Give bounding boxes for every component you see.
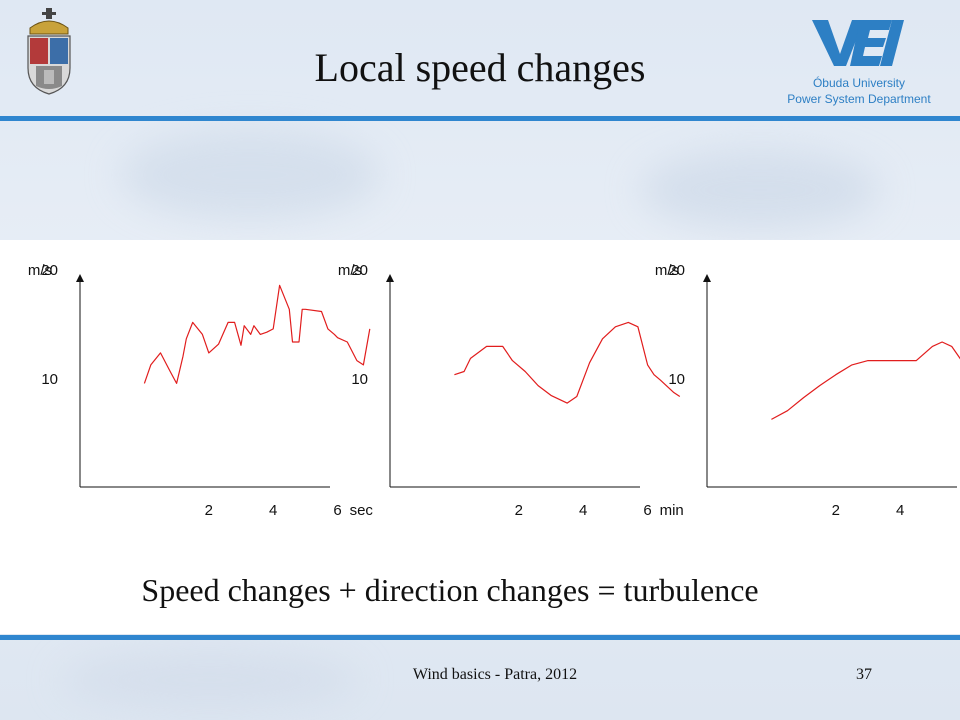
wind-speed-series-line xyxy=(454,321,681,404)
x-axis-unit-label: min xyxy=(660,502,684,519)
x-tick-label: 6 xyxy=(333,502,341,519)
caption-band xyxy=(0,568,960,634)
background-cloud xyxy=(120,130,380,220)
slide-footer: Wind basics - Patra, 2012 xyxy=(412,666,578,683)
department-name: Power System Department xyxy=(787,92,931,106)
x-tick-label: 6 xyxy=(643,502,651,519)
veh-logo-icon xyxy=(812,20,904,66)
x-tick-label: 2 xyxy=(515,502,523,519)
y-tick-label: 20 xyxy=(351,262,368,279)
background-cloud xyxy=(640,150,880,230)
y-tick-label: 20 xyxy=(41,262,58,279)
y-tick-label: 10 xyxy=(668,371,685,388)
x-axis-unit-label: sec xyxy=(350,502,374,519)
y-axis-unit-label: m/s xyxy=(338,262,362,279)
slide-title: Local speed changes xyxy=(314,45,646,90)
x-tick-label: 4 xyxy=(269,502,277,519)
university-name: Óbuda University xyxy=(812,76,906,90)
x-tick-label: 2 xyxy=(832,502,840,519)
y-tick-label: 10 xyxy=(351,371,368,388)
x-tick-label: 4 xyxy=(896,502,904,519)
y-axis-arrow xyxy=(76,274,84,282)
top-divider xyxy=(0,116,960,121)
university-crest-logo xyxy=(27,8,71,95)
department-logo: Óbuda University Power System Department xyxy=(772,14,946,110)
y-tick-label: 20 xyxy=(668,262,685,279)
page-number: 37 xyxy=(856,666,872,683)
wind-speed-series-line xyxy=(771,341,960,420)
x-tick-label: 4 xyxy=(579,502,587,519)
y-axis-unit-label: m/s xyxy=(655,262,679,279)
y-axis-arrow xyxy=(703,274,711,282)
y-tick-label: 10 xyxy=(41,371,58,388)
x-tick-label: 2 xyxy=(205,502,213,519)
bottom-divider xyxy=(0,635,960,640)
slide-caption: Speed changes + direction changes = turb… xyxy=(141,572,759,608)
y-axis-unit-label: m/s xyxy=(28,262,52,279)
y-axis-arrow xyxy=(386,274,394,282)
background-cloud xyxy=(60,650,360,710)
wind-speed-series-line xyxy=(143,284,371,384)
